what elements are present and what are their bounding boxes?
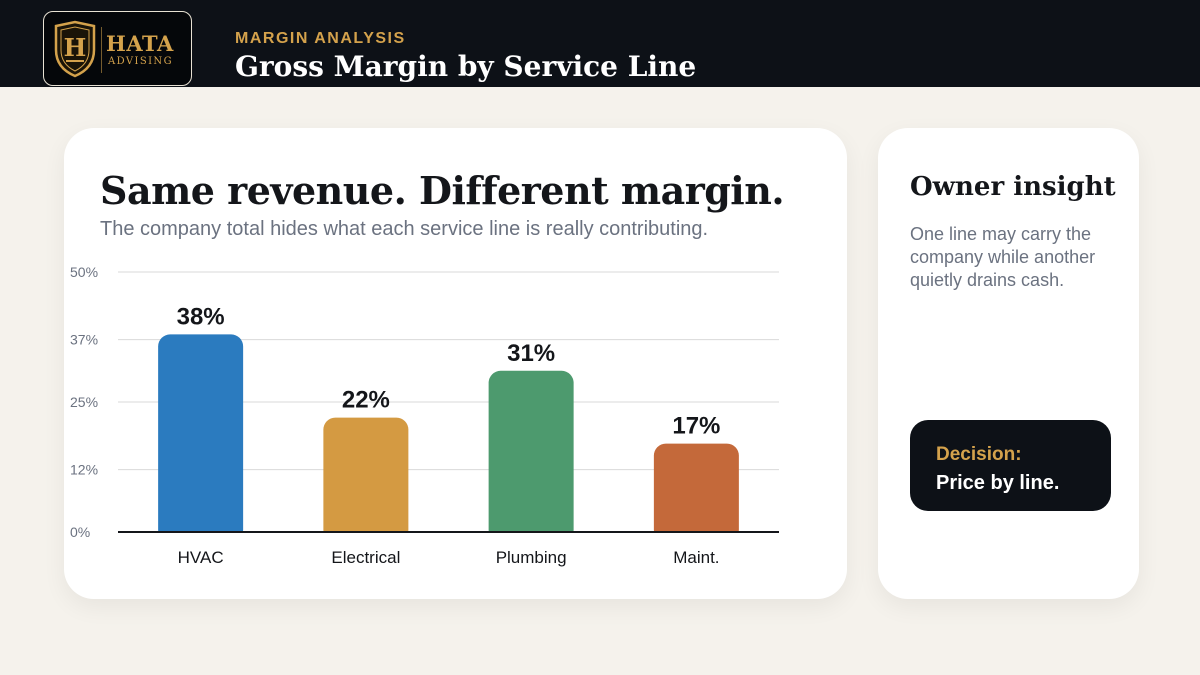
x-tick-label: Maint. [673, 548, 719, 567]
decision-label: Decision: [936, 444, 1022, 465]
data-label: 17% [672, 413, 720, 440]
y-tick-label: 12% [70, 462, 98, 478]
y-tick-label: 25% [70, 394, 98, 410]
data-label: 31% [507, 340, 555, 367]
chart-headline: Same revenue. Different margin. [100, 168, 785, 213]
bar-electrical [323, 417, 409, 542]
axis-mask [118, 532, 779, 546]
bar-maint [653, 443, 739, 542]
chart-card: Same revenue. Different margin. The comp… [64, 128, 847, 599]
insight-body: One line may carry the company while ano… [910, 224, 1096, 290]
data-label: 22% [342, 387, 390, 414]
y-tick-label: 37% [70, 332, 98, 348]
brand-monogram: H [64, 33, 87, 62]
y-tick-label: 0% [70, 524, 90, 540]
decision-box: Decision: Price by line. [910, 420, 1111, 511]
logo-divider [101, 27, 102, 73]
top-bar: H HATA ADVISING MARGIN ANALYSIS Gross Ma… [0, 0, 1200, 87]
bar-plumbing [488, 370, 574, 542]
brand-logo[interactable]: H HATA ADVISING [43, 11, 192, 86]
brand-tagline: ADVISING [108, 56, 173, 67]
section-eyebrow: MARGIN ANALYSIS [235, 30, 406, 47]
x-tick-label: Plumbing [496, 548, 567, 567]
chart-subhead: The company total hides what each servic… [100, 218, 709, 240]
decision-text: Price by line. [936, 472, 1060, 494]
x-tick-label: HVAC [178, 548, 224, 567]
x-tick-label: Electrical [331, 548, 400, 567]
bar-chart: 0% 12% 25% 37% 50% 38% HVAC 22% Electrical 31% Plu… [70, 264, 779, 567]
shield-icon: H [54, 20, 96, 78]
insight-card: Owner insight One line may carry the com… [878, 128, 1139, 599]
y-tick-label: 50% [70, 264, 98, 280]
brand-name: HATA [106, 31, 174, 56]
insight-title: Owner insight [910, 172, 1116, 202]
page-title: Gross Margin by Service Line [235, 50, 697, 83]
bar-hvac [158, 334, 244, 542]
data-label: 38% [177, 303, 225, 330]
